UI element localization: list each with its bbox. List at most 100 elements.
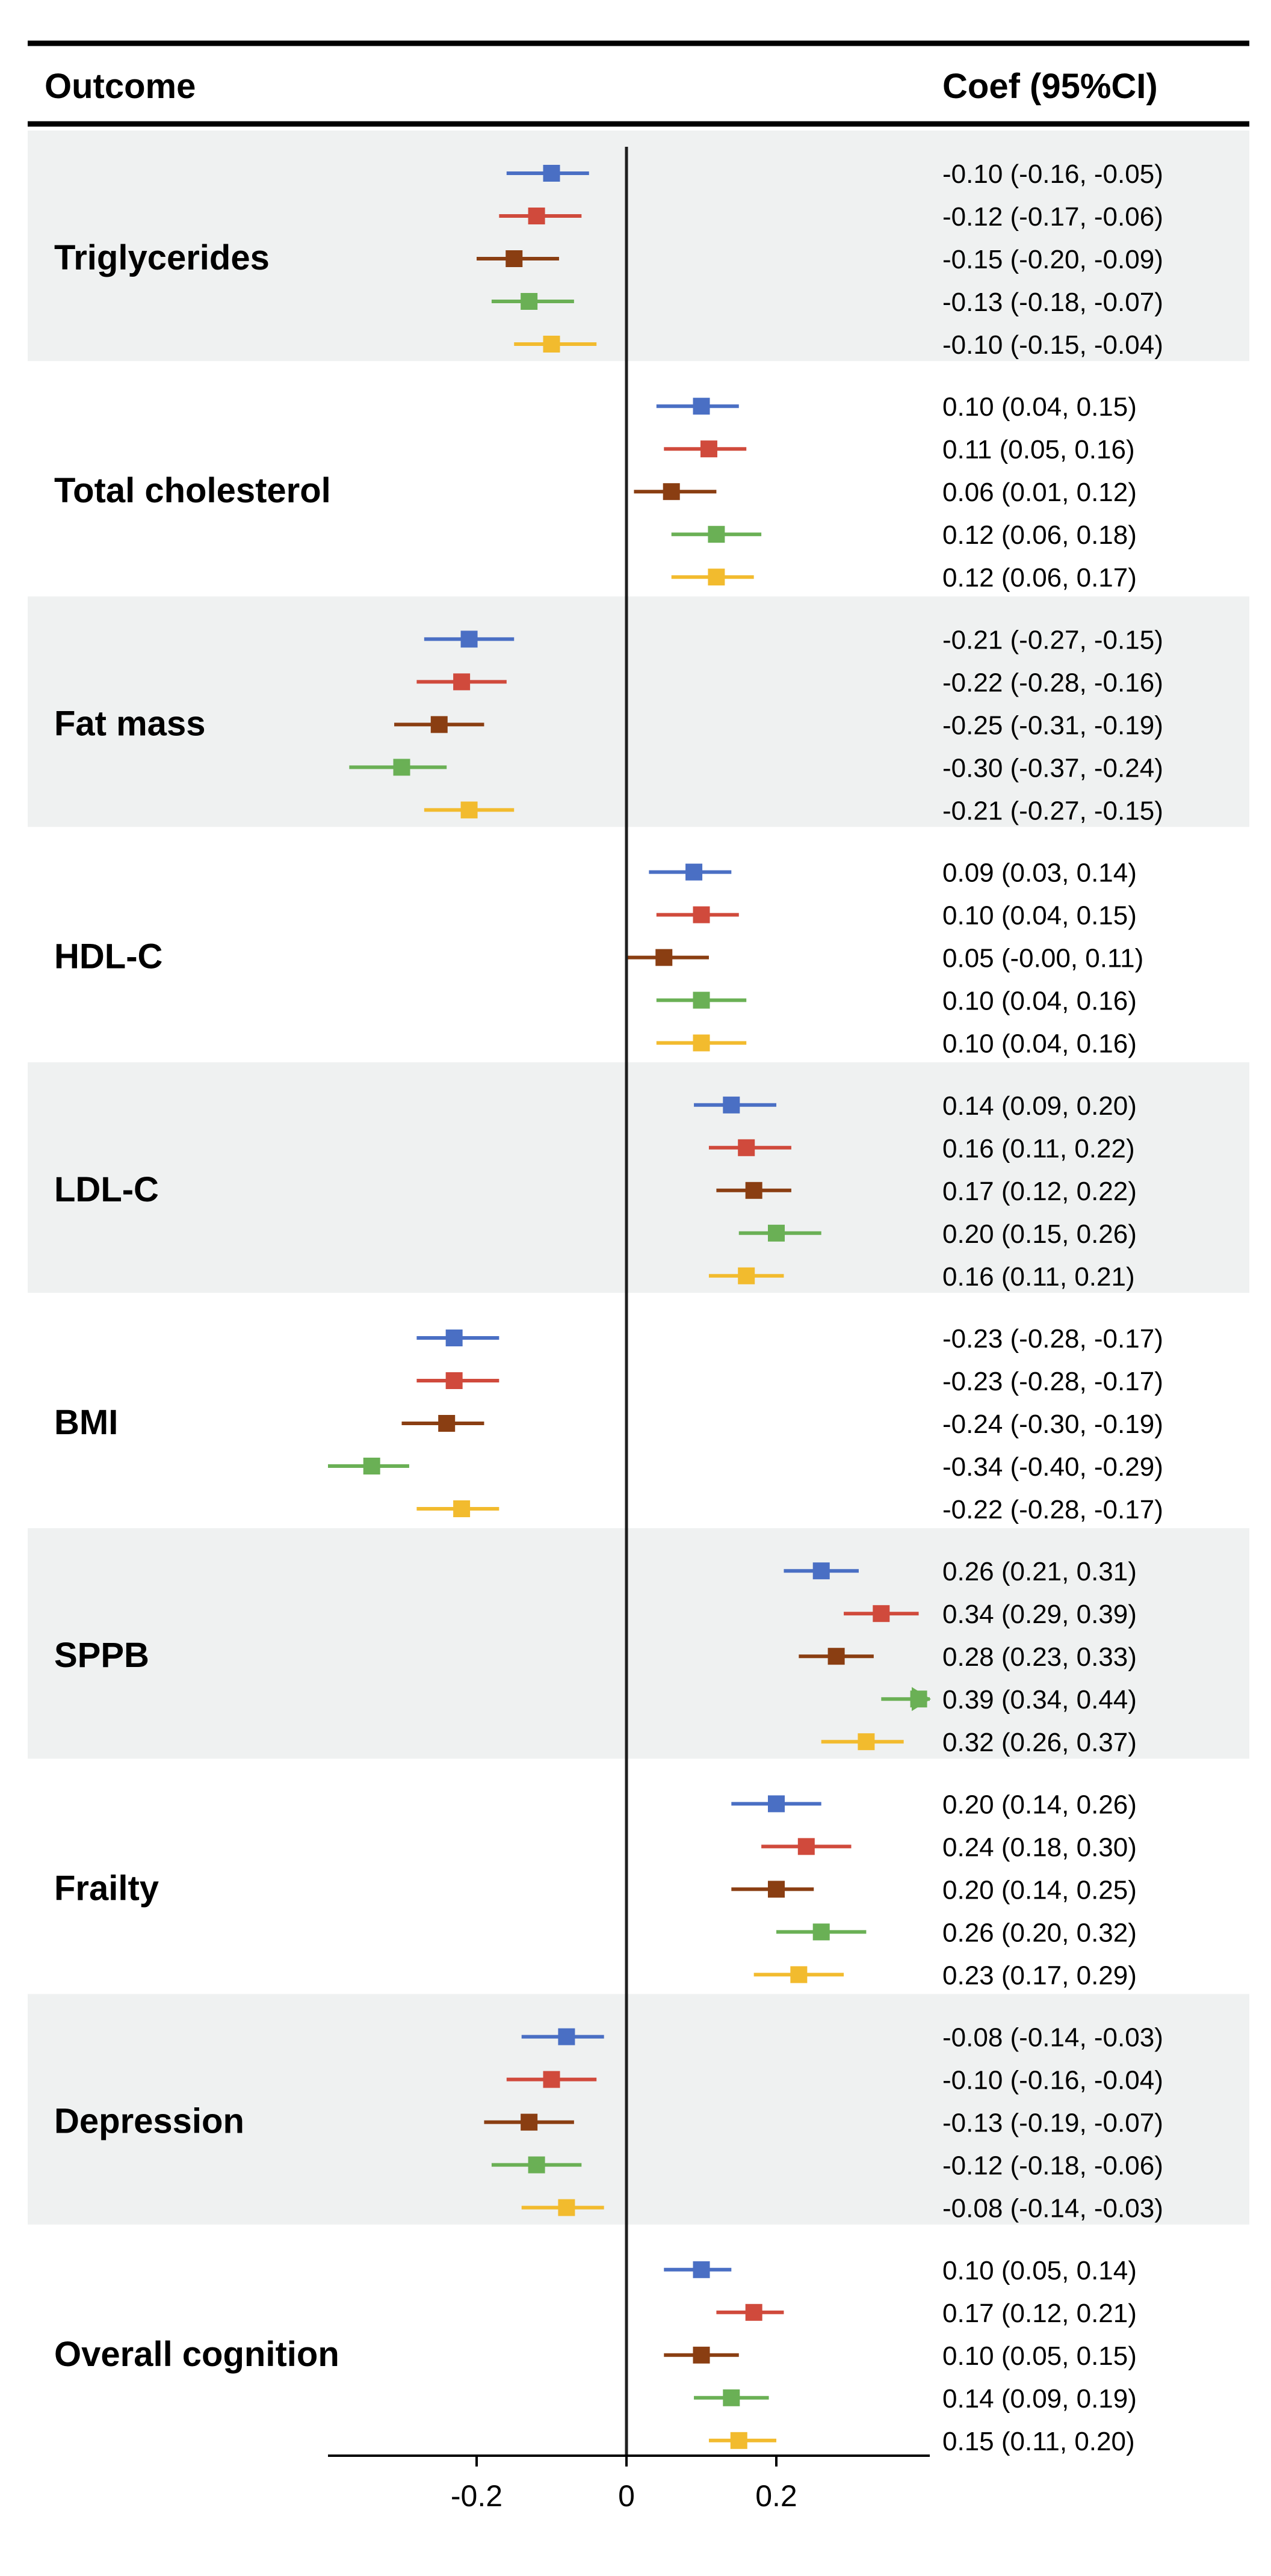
- header-outcome-label: Outcome: [45, 67, 196, 106]
- point-estimate: [430, 716, 448, 733]
- header-coef-label: Coef (95%CI): [942, 67, 1158, 106]
- outcome-labels: Triglycerides Total cholesterol Fat mass HD…: [54, 238, 339, 2374]
- coef-ci-label: 0.39 (0.34, 0.44): [942, 1685, 1137, 1715]
- point-estimate: [528, 208, 545, 224]
- point-estimate: [768, 1795, 785, 1813]
- point-estimate: [543, 336, 560, 353]
- x-tick-label: -0.2: [451, 2479, 503, 2513]
- coef-ci-label: -0.22 (-0.28, -0.17): [942, 1495, 1163, 1524]
- coef-ci-label: -0.25 (-0.31, -0.19): [942, 710, 1163, 740]
- point-estimate: [858, 1733, 875, 1751]
- coef-ci-label: -0.21 (-0.27, -0.15): [942, 796, 1163, 825]
- coef-ci-label: -0.10 (-0.15, -0.04): [942, 330, 1163, 360]
- point-estimate: [445, 1372, 463, 1389]
- outcome-label: LDL-C: [54, 1170, 159, 1209]
- x-axis: -0.2 0 0.2: [328, 147, 930, 2513]
- coef-ci-label: 0.10 (0.04, 0.16): [942, 987, 1137, 1016]
- point-estimate: [460, 801, 478, 819]
- coef-ci-label: -0.08 (-0.14, -0.03): [942, 2023, 1163, 2053]
- point-estimate: [910, 1690, 927, 1708]
- point-estimate: [460, 630, 478, 648]
- outcome-label: SPPB: [54, 1636, 149, 1675]
- point-estimate: [543, 165, 560, 182]
- coef-ci-label: -0.21 (-0.27, -0.15): [942, 625, 1163, 655]
- coef-ci-label: -0.24 (-0.30, -0.19): [942, 1410, 1163, 1439]
- point-estimate: [723, 1096, 740, 1114]
- point-estimate: [745, 1182, 762, 1199]
- coef-ci-label: 0.28 (0.23, 0.33): [942, 1642, 1137, 1672]
- point-estimate: [723, 2389, 740, 2406]
- point-estimate: [700, 440, 717, 458]
- row-band: [28, 131, 1249, 362]
- x-tick-label: 0: [618, 2479, 635, 2513]
- point-estimate: [812, 1923, 830, 1941]
- point-estimate: [663, 483, 680, 501]
- row-bands: [28, 131, 1249, 2225]
- coef-ci-label: 0.16 (0.11, 0.22): [942, 1134, 1135, 1163]
- point-estimate: [693, 2346, 710, 2364]
- point-estimate: [521, 293, 538, 310]
- point-estimate: [693, 398, 710, 415]
- point-estimate: [521, 2113, 538, 2131]
- coef-ci-label: 0.15 (0.11, 0.20): [942, 2427, 1135, 2456]
- point-estimate: [693, 1034, 710, 1052]
- coef-ci-label: 0.20 (0.14, 0.26): [942, 1790, 1137, 1819]
- coef-ci-label: 0.06 (0.01, 0.12): [942, 478, 1137, 507]
- coef-ci-label: -0.23 (-0.28, -0.17): [942, 1324, 1163, 1354]
- outcome-label: Depression: [54, 2102, 244, 2141]
- point-estimate: [873, 1605, 890, 1622]
- point-estimate: [528, 2156, 545, 2174]
- coef-ci-label: -0.10 (-0.16, -0.04): [942, 2066, 1163, 2095]
- coef-ci-label: 0.32 (0.26, 0.37): [942, 1728, 1137, 1757]
- coef-ci-label: 0.10 (0.04, 0.16): [942, 1029, 1137, 1059]
- point-estimate: [812, 1562, 830, 1580]
- point-estimate: [745, 2303, 762, 2321]
- row-band: [28, 596, 1249, 827]
- coef-ci-label: 0.05 (-0.00, 0.11): [942, 944, 1143, 973]
- x-tick-label: 0.2: [755, 2479, 797, 2513]
- coef-ci-label: 0.16 (0.11, 0.21): [942, 1262, 1135, 1292]
- estimate-marks: [328, 165, 931, 2449]
- coef-ci-label: 0.17 (0.12, 0.21): [942, 2299, 1137, 2328]
- outcome-label: Frailty: [54, 1869, 159, 1908]
- coef-ci-label: -0.13 (-0.18, -0.07): [942, 288, 1163, 317]
- point-estimate: [558, 2199, 575, 2216]
- coef-ci-label: 0.10 (0.05, 0.15): [942, 2341, 1137, 2371]
- coef-ci-label: 0.20 (0.14, 0.25): [942, 1875, 1137, 1905]
- coef-ci-label: 0.09 (0.03, 0.14): [942, 858, 1137, 888]
- outcome-label: HDL-C: [54, 937, 162, 976]
- coef-ci-label: 0.26 (0.20, 0.32): [942, 1918, 1137, 1947]
- coef-ci-label: 0.10 (0.04, 0.15): [942, 392, 1137, 422]
- point-estimate: [393, 759, 410, 776]
- coef-ci-label: 0.12 (0.06, 0.18): [942, 520, 1137, 550]
- point-estimate: [827, 1648, 845, 1665]
- coef-ci-label: -0.34 (-0.40, -0.29): [942, 1452, 1163, 1482]
- coef-ci-label: 0.17 (0.12, 0.22): [942, 1177, 1137, 1206]
- point-estimate: [453, 673, 471, 691]
- coef-ci-label: -0.08 (-0.14, -0.03): [942, 2194, 1163, 2223]
- outcome-label: Fat mass: [54, 704, 205, 743]
- row-band: [28, 1994, 1249, 2225]
- coef-ci-label: 0.12 (0.06, 0.17): [942, 563, 1137, 593]
- coef-ci-label: -0.10 (-0.16, -0.05): [942, 159, 1163, 189]
- point-estimate: [768, 1881, 785, 1898]
- coef-ci-label: 0.26 (0.21, 0.31): [942, 1557, 1137, 1586]
- coef-ci-label: -0.23 (-0.28, -0.17): [942, 1367, 1163, 1396]
- outcome-label: Triglycerides: [54, 238, 270, 277]
- point-estimate: [738, 1267, 755, 1284]
- coef-ci-label: 0.14 (0.09, 0.19): [942, 2384, 1137, 2414]
- coef-ci-label: -0.22 (-0.28, -0.16): [942, 668, 1163, 697]
- point-estimate: [693, 906, 710, 923]
- point-estimate: [363, 1458, 380, 1474]
- point-estimate: [708, 569, 725, 586]
- outcome-label: BMI: [54, 1403, 118, 1442]
- coef-ci-label: -0.12 (-0.17, -0.06): [942, 202, 1163, 232]
- outcome-label: Total cholesterol: [54, 471, 331, 510]
- coef-ci-label: -0.12 (-0.18, -0.06): [942, 2151, 1163, 2181]
- point-estimate: [708, 526, 725, 543]
- point-estimate: [558, 2028, 575, 2045]
- point-estimate: [438, 1415, 456, 1432]
- coef-ci-label: 0.10 (0.05, 0.14): [942, 2256, 1137, 2285]
